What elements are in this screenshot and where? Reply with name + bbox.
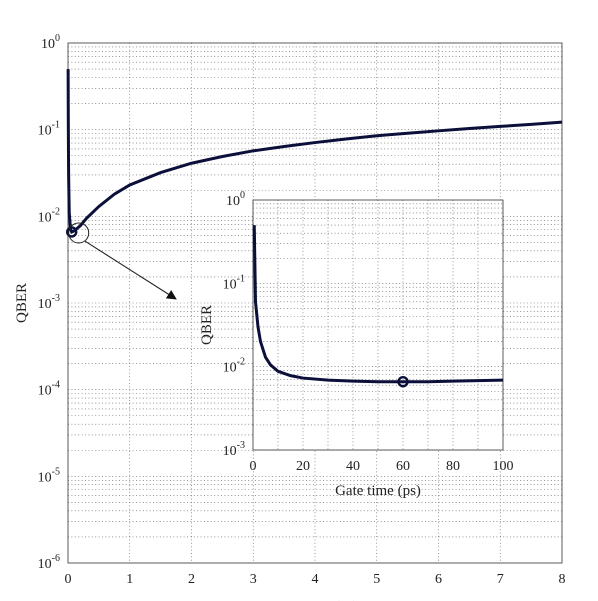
inset-x-tick-label: 100 [493, 459, 514, 474]
inset-x-tick-label: 40 [346, 459, 360, 474]
main-y-tick-label: 10-4 [38, 380, 60, 399]
main-y-tick-label: 10-1 [38, 120, 60, 139]
zoom-circle [68, 222, 90, 244]
main-x-axis-label: Gate time (ns) [272, 599, 358, 601]
main-x-tick-labels: 0 1 2 3 4 5 6 7 8 [65, 572, 566, 587]
inset-y-tick-label: 100 [226, 190, 245, 209]
inset-plot: 0 20 40 60 80 100 100 10-1 10-2 10-3 Gate time (ps… [199, 190, 514, 499]
inset-x-tick-label: 20 [296, 459, 310, 474]
main-y-tick-label: 10-2 [38, 206, 60, 225]
inset-x-tick-label: 60 [396, 459, 410, 474]
main-y-tick-labels: 100 10-1 10-2 10-3 10-4 10-5 10-6 [38, 33, 60, 572]
main-y-tick-label: 10-6 [38, 553, 60, 572]
inset-x-tick-label: 80 [446, 459, 460, 474]
inset-y-tick-label: 10-3 [223, 440, 245, 459]
inset-minimum-marker [397, 376, 409, 388]
main-y-axis-label: QBER [14, 283, 30, 323]
main-x-tick-label: 6 [435, 572, 442, 587]
inset-x-tick-label: 0 [250, 459, 257, 474]
main-x-tick-label: 8 [559, 572, 566, 587]
inset-y-tick-label: 10-2 [223, 357, 245, 376]
main-series-line [66, 69, 563, 234]
inset-y-axis-label: QBER [199, 305, 215, 345]
main-x-tick-label: 3 [250, 572, 257, 587]
main-x-tick-label: 2 [188, 572, 195, 587]
inset-y-tick-label: 10-1 [223, 273, 245, 292]
main-x-tick-label: 5 [373, 572, 380, 587]
main-y-tick-label: 10-5 [38, 466, 60, 485]
inset-x-axis-label: Gate time (ps) [335, 483, 421, 499]
main-x-tick-label: 1 [126, 572, 133, 587]
main-y-tick-label: 100 [41, 33, 60, 52]
main-y-tick-label: 10-3 [38, 293, 60, 312]
main-x-tick-label: 0 [65, 572, 72, 587]
inset-y-tick-labels: 100 10-1 10-2 10-3 [223, 190, 245, 459]
zoom-annotation [68, 222, 177, 300]
main-minimum-marker [66, 226, 78, 238]
inset-series-line [252, 225, 504, 384]
inset-y-grid [253, 203, 503, 426]
inset-x-grid [277, 200, 479, 450]
zoom-arrow [84, 240, 177, 300]
main-x-tick-label: 4 [312, 572, 319, 587]
main-x-tick-label: 7 [497, 572, 504, 587]
inset-x-tick-labels: 0 20 40 60 80 100 [250, 459, 514, 474]
